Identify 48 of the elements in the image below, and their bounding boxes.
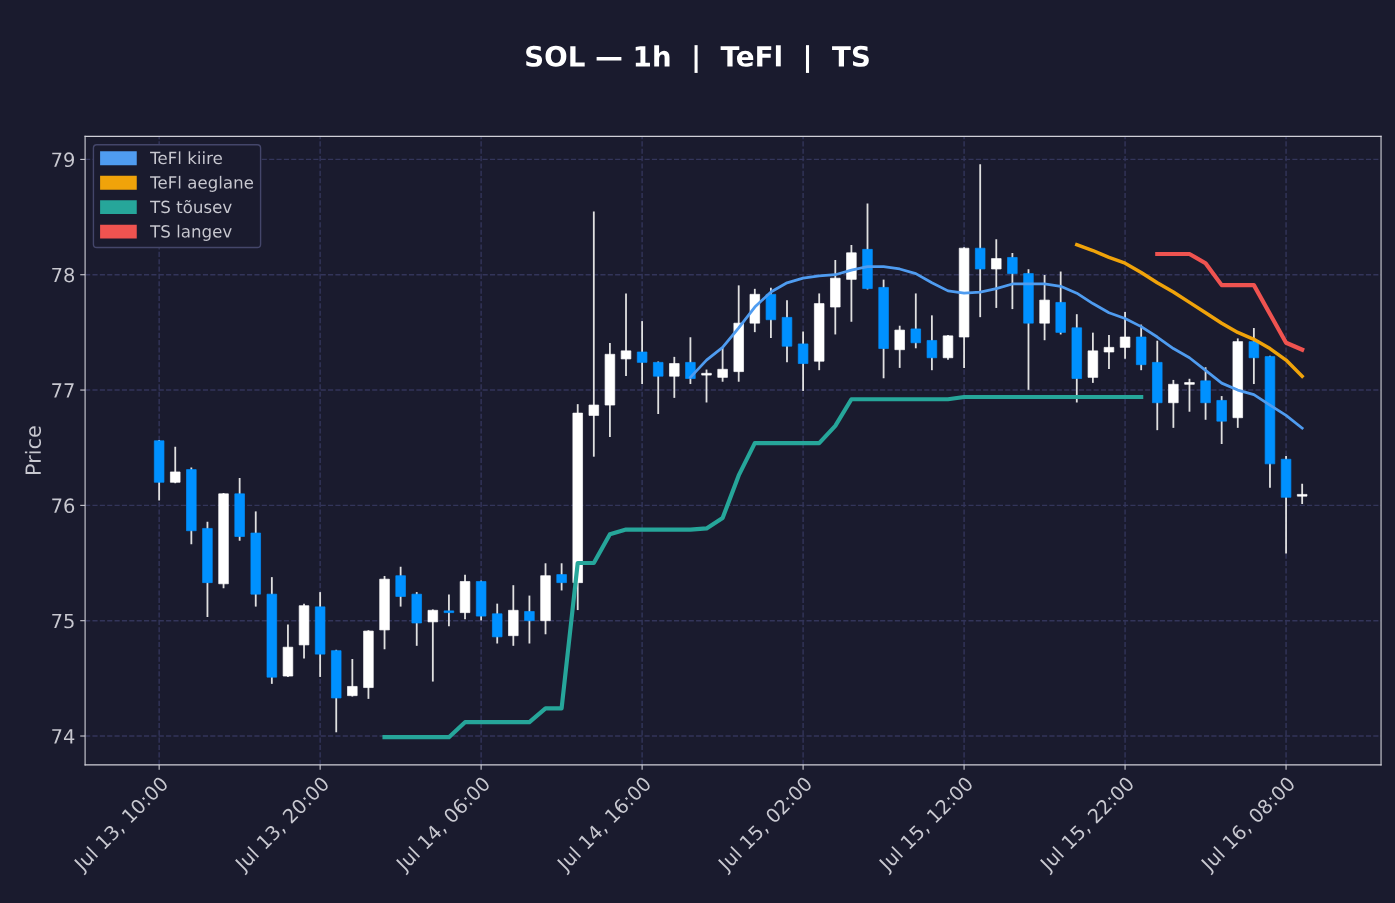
candlestick xyxy=(443,594,455,627)
candlestick xyxy=(492,603,503,644)
candlestick xyxy=(1119,311,1131,359)
candlestick xyxy=(1103,334,1115,370)
candlestick xyxy=(685,337,696,385)
y-axis-title: Price xyxy=(24,426,42,474)
candlestick xyxy=(653,361,664,415)
candlestick xyxy=(701,369,712,403)
candlestick xyxy=(347,658,358,697)
candlestick xyxy=(1200,367,1211,420)
candlestick xyxy=(910,293,921,349)
candlestick xyxy=(669,356,680,398)
candlestick xyxy=(991,239,1002,308)
candlestick xyxy=(170,446,181,484)
legend-label: TS tõusev xyxy=(150,200,232,214)
candlestick xyxy=(894,325,905,368)
candlestick xyxy=(427,609,439,682)
y-tick-label: 76 xyxy=(52,498,75,514)
y-tick-label: 75 xyxy=(52,613,74,629)
candlestick xyxy=(975,164,986,318)
candlestick xyxy=(717,347,728,382)
candlestick xyxy=(588,211,599,457)
candlestick xyxy=(620,293,632,376)
candlestick xyxy=(395,566,406,607)
y-tick-label: 77 xyxy=(52,383,74,398)
candlestick xyxy=(797,331,809,391)
candlestick xyxy=(1184,378,1195,412)
candlestick xyxy=(556,563,567,591)
candlestick xyxy=(636,321,648,385)
legend-label: TeFl kiire xyxy=(150,151,222,165)
y-tick-label: 79 xyxy=(52,152,75,168)
candlestick xyxy=(1296,483,1308,504)
candlestick xyxy=(1168,379,1179,428)
y-tick-label: 74 xyxy=(52,729,75,744)
candlestick xyxy=(926,315,938,371)
chart-title: SOL — 1h | TeFl | TS xyxy=(526,45,869,73)
candlestick xyxy=(1007,253,1018,310)
line-series xyxy=(1155,251,1305,352)
legend-label: TeFl aeglane xyxy=(150,175,254,192)
y-tick-label: 78 xyxy=(52,267,75,283)
candlestick xyxy=(1248,328,1260,385)
legend-label: TS langev xyxy=(150,224,232,241)
line-series xyxy=(1075,243,1304,378)
candlestick xyxy=(942,334,954,360)
candlestick xyxy=(524,595,535,644)
candlestick xyxy=(1039,274,1050,341)
candlestick xyxy=(1216,396,1227,445)
line-series xyxy=(382,394,1144,740)
